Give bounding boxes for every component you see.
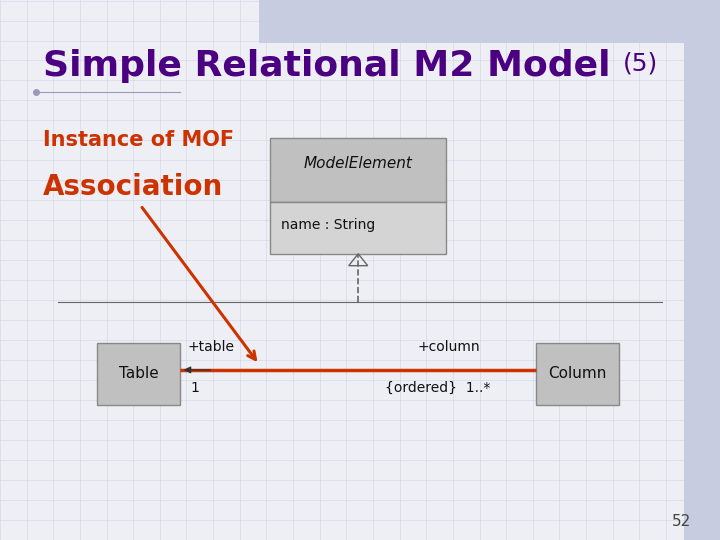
FancyBboxPatch shape xyxy=(97,343,180,405)
Text: (5): (5) xyxy=(623,51,658,75)
FancyBboxPatch shape xyxy=(684,0,720,540)
FancyBboxPatch shape xyxy=(259,0,720,43)
FancyBboxPatch shape xyxy=(536,343,619,405)
Text: Instance of MOF: Instance of MOF xyxy=(43,130,234,150)
Text: +column: +column xyxy=(418,340,480,354)
Text: Table: Table xyxy=(119,367,158,381)
Text: 52: 52 xyxy=(672,514,691,529)
Text: Simple Relational M2 Model: Simple Relational M2 Model xyxy=(43,49,611,83)
Text: Column: Column xyxy=(549,367,607,381)
Text: +table: +table xyxy=(187,340,234,354)
Text: Association: Association xyxy=(43,173,223,201)
FancyBboxPatch shape xyxy=(270,138,446,201)
Text: {ordered}  1..*: {ordered} 1..* xyxy=(385,381,490,395)
Text: name : String: name : String xyxy=(281,218,375,232)
Text: ModelElement: ModelElement xyxy=(304,156,413,171)
FancyBboxPatch shape xyxy=(270,201,446,254)
Text: 1: 1 xyxy=(191,381,199,395)
